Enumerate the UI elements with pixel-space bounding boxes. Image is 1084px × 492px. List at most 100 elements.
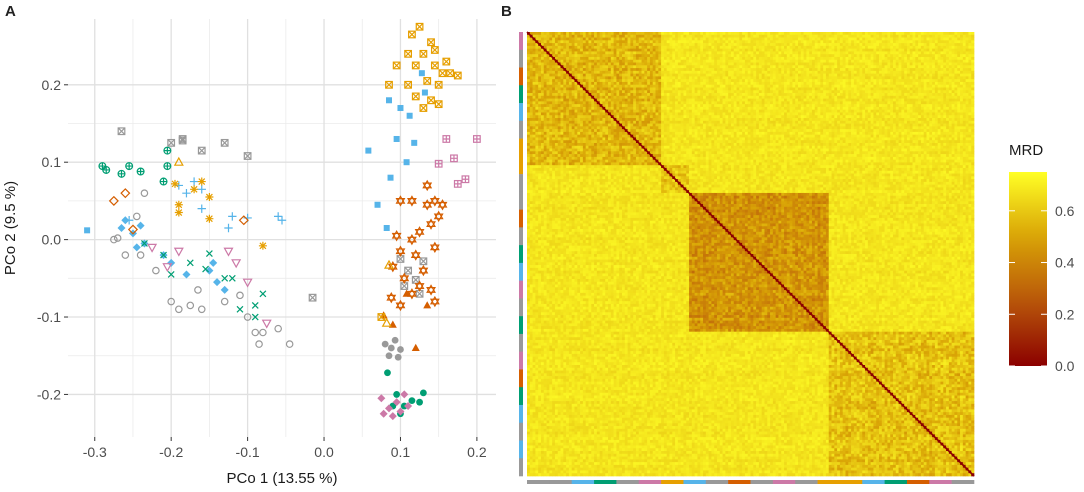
heatmap-cell (854, 40, 857, 43)
heatmap-cell (767, 43, 770, 46)
heatmap-cell (639, 32, 642, 35)
heatmap-cell (756, 38, 759, 41)
heatmap-cell (580, 46, 583, 49)
heatmap-cell (795, 35, 798, 38)
heatmap-cell (681, 32, 684, 35)
heatmap-cell (630, 40, 633, 43)
heatmap-cell (832, 32, 835, 35)
heatmap-cell (602, 51, 605, 54)
heatmap-cell (608, 43, 611, 46)
heatmap-cell (586, 46, 589, 49)
heatmap-cell (717, 51, 720, 54)
heatmap-cell (745, 40, 748, 43)
panel-a-label: A (5, 3, 16, 20)
heatmap-cell (815, 46, 818, 49)
heatmap-cell (600, 40, 603, 43)
heatmap-cell (879, 38, 882, 41)
heatmap-cell (778, 35, 781, 38)
heatmap-cell (924, 46, 927, 49)
heatmap-cell (611, 40, 614, 43)
heatmap-cell (963, 35, 966, 38)
heatmap-cell (533, 49, 536, 52)
heatmap-cell (614, 49, 617, 52)
heatmap-cell (762, 35, 765, 38)
heatmap-cell (820, 40, 823, 43)
heatmap-cell (644, 32, 647, 35)
heatmap-cell (873, 35, 876, 38)
heatmap-cell (653, 32, 656, 35)
heatmap-cell (695, 51, 698, 54)
heatmap-cell (742, 40, 745, 43)
heatmap-cell (748, 35, 751, 38)
heatmap-cell (773, 32, 776, 35)
heatmap-cell (597, 35, 600, 38)
heatmap-cell (901, 43, 904, 46)
heatmap-cell (636, 35, 639, 38)
heatmap-cell (921, 35, 924, 38)
data-point (386, 352, 393, 359)
heatmap-cell (709, 49, 712, 52)
heatmap-cell (927, 40, 930, 43)
heatmap-cell (737, 32, 740, 35)
heatmap-cell (633, 38, 636, 41)
heatmap-cell (834, 38, 837, 41)
heatmap-cell (907, 49, 910, 52)
heatmap-cell (706, 51, 709, 54)
heatmap-cell (837, 35, 840, 38)
heatmap-cell (552, 43, 555, 46)
heatmap-cell (829, 49, 832, 52)
heatmap-cell (686, 46, 689, 49)
heatmap-cell (913, 35, 916, 38)
heatmap-cell (644, 46, 647, 49)
heatmap-cell (756, 35, 759, 38)
heatmap-cell (885, 49, 888, 52)
heatmap-cell (753, 38, 756, 41)
heatmap-cell (717, 35, 720, 38)
scatter-y-ticks: -0.2-0.10.00.10.2 (37, 77, 68, 403)
heatmap-cell (792, 38, 795, 41)
heatmap-cell (653, 46, 656, 49)
scatter-plot: -0.3 -0.2 -0.1 0.0 0.1 0.2 -0.2-0.10.00.10.2 … (2, 19, 496, 487)
heatmap-cell (957, 40, 960, 43)
heatmap-cell (943, 40, 946, 43)
heatmap-cell (681, 38, 684, 41)
heatmap-cell (966, 49, 969, 52)
heatmap-cell (709, 35, 712, 38)
x-tick-label: -0.1 (236, 444, 260, 460)
heatmap-cell (530, 49, 533, 52)
heatmap-cell (583, 49, 586, 52)
heatmap-cell (622, 43, 625, 46)
heatmap-cell (795, 38, 798, 41)
heatmap-cell (865, 35, 868, 38)
heatmap-cell (907, 35, 910, 38)
heatmap-cell (695, 46, 698, 49)
heatmap-cell (851, 46, 854, 49)
heatmap-cell (739, 49, 742, 52)
data-point (84, 227, 90, 233)
heatmap-cell (527, 49, 530, 52)
heatmap-cell (899, 43, 902, 46)
heatmap-cell (530, 51, 533, 54)
heatmap-cell (784, 51, 787, 54)
heatmap-cell (664, 32, 667, 35)
heatmap-cell (622, 38, 625, 41)
heatmap-cell (580, 32, 583, 35)
heatmap-cell (597, 40, 600, 43)
heatmap-cell (742, 51, 745, 54)
heatmap-cell (818, 32, 821, 35)
heatmap-cell (619, 35, 622, 38)
heatmap-cell (871, 46, 874, 49)
heatmap-cell (625, 49, 628, 52)
heatmap-cell (876, 40, 879, 43)
heatmap-cell (574, 51, 577, 54)
heatmap-cell (739, 43, 742, 46)
heatmap-cell (820, 43, 823, 46)
data-point (99, 163, 106, 170)
heatmap-cell (804, 32, 807, 35)
heatmap-cell (893, 32, 896, 35)
heatmap-cell (619, 43, 622, 46)
heatmap-cell (600, 49, 603, 52)
heatmap-cell (896, 38, 899, 41)
heatmap-cell (709, 38, 712, 41)
heatmap-cell (597, 43, 600, 46)
